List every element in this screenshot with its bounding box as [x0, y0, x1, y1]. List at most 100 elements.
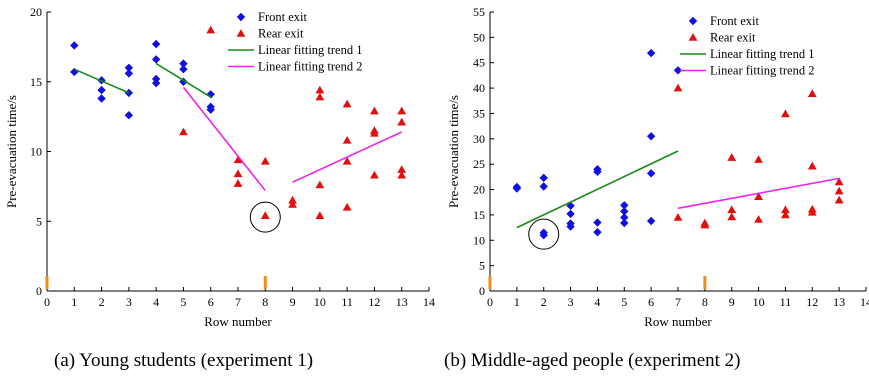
trend-line — [73, 68, 130, 94]
highlight-circle — [249, 201, 281, 233]
rear-exit-point — [700, 220, 710, 229]
legend-label: Front exit — [710, 14, 759, 28]
front-exit-point — [512, 184, 522, 193]
y-tick-label: 25 — [473, 157, 485, 171]
caption-a: (a) Young students (experiment 1) — [54, 350, 314, 371]
front-exit-point — [124, 63, 134, 72]
x-tick-label: 12 — [368, 295, 380, 309]
x-tick-label: 12 — [806, 295, 818, 309]
caption-b: (b) Middle-aged people (experiment 2) — [444, 350, 741, 371]
y-axis-label: Pre-evacuation time/s — [446, 95, 461, 208]
x-tick-label: 5 — [621, 295, 627, 309]
front-exit-point — [206, 105, 215, 114]
front-exit-point — [70, 67, 79, 77]
rear-exit-point — [233, 179, 243, 187]
x-tick-label: 5 — [180, 295, 186, 309]
rear-exit-point — [260, 156, 270, 165]
front-exit-point — [151, 78, 161, 88]
x-tick-label: 1 — [71, 295, 77, 309]
front-exit-point — [620, 213, 629, 222]
legend-label: Linear fitting trend 1 — [710, 47, 814, 61]
front-exit-point — [97, 85, 106, 95]
y-tick-label: 0 — [36, 284, 42, 298]
x-tick-label: 7 — [235, 295, 241, 309]
trend-line — [292, 131, 403, 183]
trend-line — [155, 62, 212, 98]
y-tick-label: 5 — [479, 259, 485, 273]
legend-swatch — [688, 33, 698, 41]
rear-exit-point — [727, 212, 737, 221]
x-axis-label: Row number — [644, 314, 712, 329]
x-tick-label: 10 — [314, 295, 326, 309]
x-tick-label: 13 — [396, 295, 408, 309]
rear-exit-point — [781, 210, 790, 219]
legend-label: Linear fitting trend 2 — [710, 64, 814, 78]
rear-exit-point — [727, 153, 737, 161]
legend: Front exit Rear exit Linear fitting trend … — [680, 14, 814, 78]
y-tick-label: 15 — [30, 75, 42, 89]
orange-marker — [703, 276, 707, 289]
rear-exit-point — [370, 106, 379, 115]
front-exit-point — [539, 231, 548, 240]
rear-exit-point — [342, 156, 352, 165]
front-exit-point — [646, 169, 656, 178]
front-exit-point — [124, 111, 134, 120]
x-tick-label: 2 — [99, 295, 105, 309]
rear-exit-point — [781, 205, 790, 214]
rear-exit-point — [397, 117, 407, 126]
x-axis-label: Row number — [204, 314, 272, 329]
y-tick-label: 10 — [473, 233, 485, 247]
y-tick-label: 40 — [473, 81, 485, 95]
x-tick-label: 2 — [541, 295, 547, 309]
x-tick-label: 14 — [860, 295, 869, 309]
y-tick-label: 20 — [473, 183, 485, 197]
x-tick-label: 11 — [780, 295, 792, 309]
front-exit-point — [539, 173, 548, 183]
chart-b: 0 1 2 3 4 5 6 7 8 9 10 11 12 13 1405101520253035404550… — [446, 5, 869, 329]
rear-exit-point — [834, 186, 844, 195]
front-exit-point — [620, 207, 629, 216]
rear-exit-point — [288, 200, 297, 208]
legend-label: Front exit — [258, 10, 307, 24]
y-tick-label: 0 — [479, 284, 485, 298]
rear-exit-point — [807, 89, 817, 97]
x-tick-label: 9 — [290, 295, 296, 309]
rear-exit-point — [673, 213, 683, 221]
legend-swatch — [236, 12, 246, 22]
rear-exit-point — [179, 127, 188, 136]
front-exit-point — [124, 69, 134, 78]
front-exit-point — [593, 218, 602, 227]
y-tick-label: 50 — [473, 30, 485, 44]
front-exit-point — [539, 182, 548, 191]
front-exit-point — [97, 94, 106, 103]
x-tick-label: 8 — [702, 295, 708, 309]
legend: Front exit Rear exit Linear fitting trend … — [228, 10, 362, 74]
rear-exit-point — [233, 155, 243, 164]
legend-swatch — [236, 29, 246, 37]
rear-exit-point — [233, 169, 243, 178]
x-tick-label: 6 — [208, 295, 214, 309]
rear-exit-point — [370, 128, 379, 137]
x-tick-label: 13 — [833, 295, 845, 309]
front-exit-point — [620, 201, 629, 210]
front-exit-point — [151, 55, 161, 64]
y-axis-label: Pre-evacuation time/s — [4, 95, 19, 208]
orange-marker — [45, 276, 49, 289]
x-tick-label: 6 — [648, 295, 654, 309]
front-exit-point — [179, 64, 188, 74]
rear-exit-point — [754, 155, 763, 163]
trend-line — [677, 177, 840, 210]
rear-exit-point — [315, 85, 325, 94]
front-exit-point — [593, 227, 602, 237]
rear-exit-point — [834, 195, 844, 204]
rear-exit-point — [206, 25, 216, 34]
y-tick-label: 20 — [30, 5, 42, 19]
trend-line — [516, 150, 679, 229]
rear-exit-point — [260, 211, 270, 219]
front-exit-point — [151, 39, 161, 49]
y-tick-label: 35 — [473, 106, 485, 120]
trend-line — [182, 86, 266, 192]
front-exit-point — [673, 66, 683, 75]
legend-label: Linear fitting trend 1 — [258, 43, 362, 57]
